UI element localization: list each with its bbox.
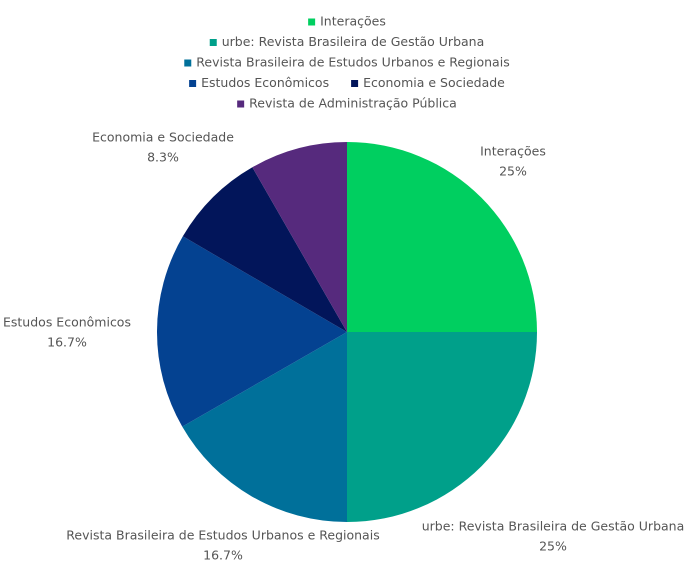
slice-label: Interações [480,144,546,159]
pie-slice [182,167,347,332]
legend-label: Estudos Econômicos [201,75,329,90]
pie-slice [157,236,347,427]
legend-label: Economia e Sociedade [363,75,505,90]
legend-label: Revista Brasileira de Estudos Urbanos e … [196,55,509,70]
slice-value-label: 8.3% [147,150,179,165]
legend-swatch [237,100,245,108]
slice-value-label: 25% [539,539,567,554]
pie-slice [182,332,347,522]
pie-slice [347,142,537,332]
pie-slice [252,142,347,332]
slice-label: Estudos Econômicos [3,315,131,330]
legend-label: Interações [320,14,386,29]
legend-label: urbe: Revista Brasileira de Gestão Urban… [222,34,485,49]
legend-swatch [209,39,217,46]
slice-value-label: 16.7% [203,548,243,561]
slice-value-label: 16.7% [47,335,87,350]
legend-swatch [184,59,192,67]
legend-swatch [189,80,197,87]
legend-swatch [351,80,359,87]
legend-swatch [308,18,316,26]
pie-slice [347,332,537,522]
slice-value-label: 25% [499,164,527,179]
slice-label: urbe: Revista Brasileira de Gestão Urban… [422,519,685,534]
slice-label: Revista Brasileira de Estudos Urbanos e … [66,528,379,543]
slice-label: Economia e Sociedade [92,130,234,145]
legend-label: Revista de Administração Pública [249,96,457,111]
